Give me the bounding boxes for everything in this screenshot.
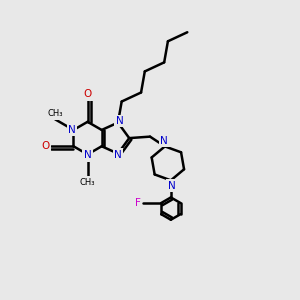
Text: N: N — [68, 125, 76, 135]
Text: O: O — [83, 89, 92, 99]
Text: N: N — [84, 150, 92, 160]
Text: O: O — [42, 141, 50, 151]
Text: N: N — [114, 149, 122, 160]
Text: N: N — [116, 116, 123, 126]
Text: CH₃: CH₃ — [47, 110, 63, 118]
Text: CH₃: CH₃ — [80, 178, 95, 187]
Text: F: F — [135, 198, 141, 208]
Text: N: N — [168, 181, 175, 191]
Text: N: N — [160, 136, 168, 146]
